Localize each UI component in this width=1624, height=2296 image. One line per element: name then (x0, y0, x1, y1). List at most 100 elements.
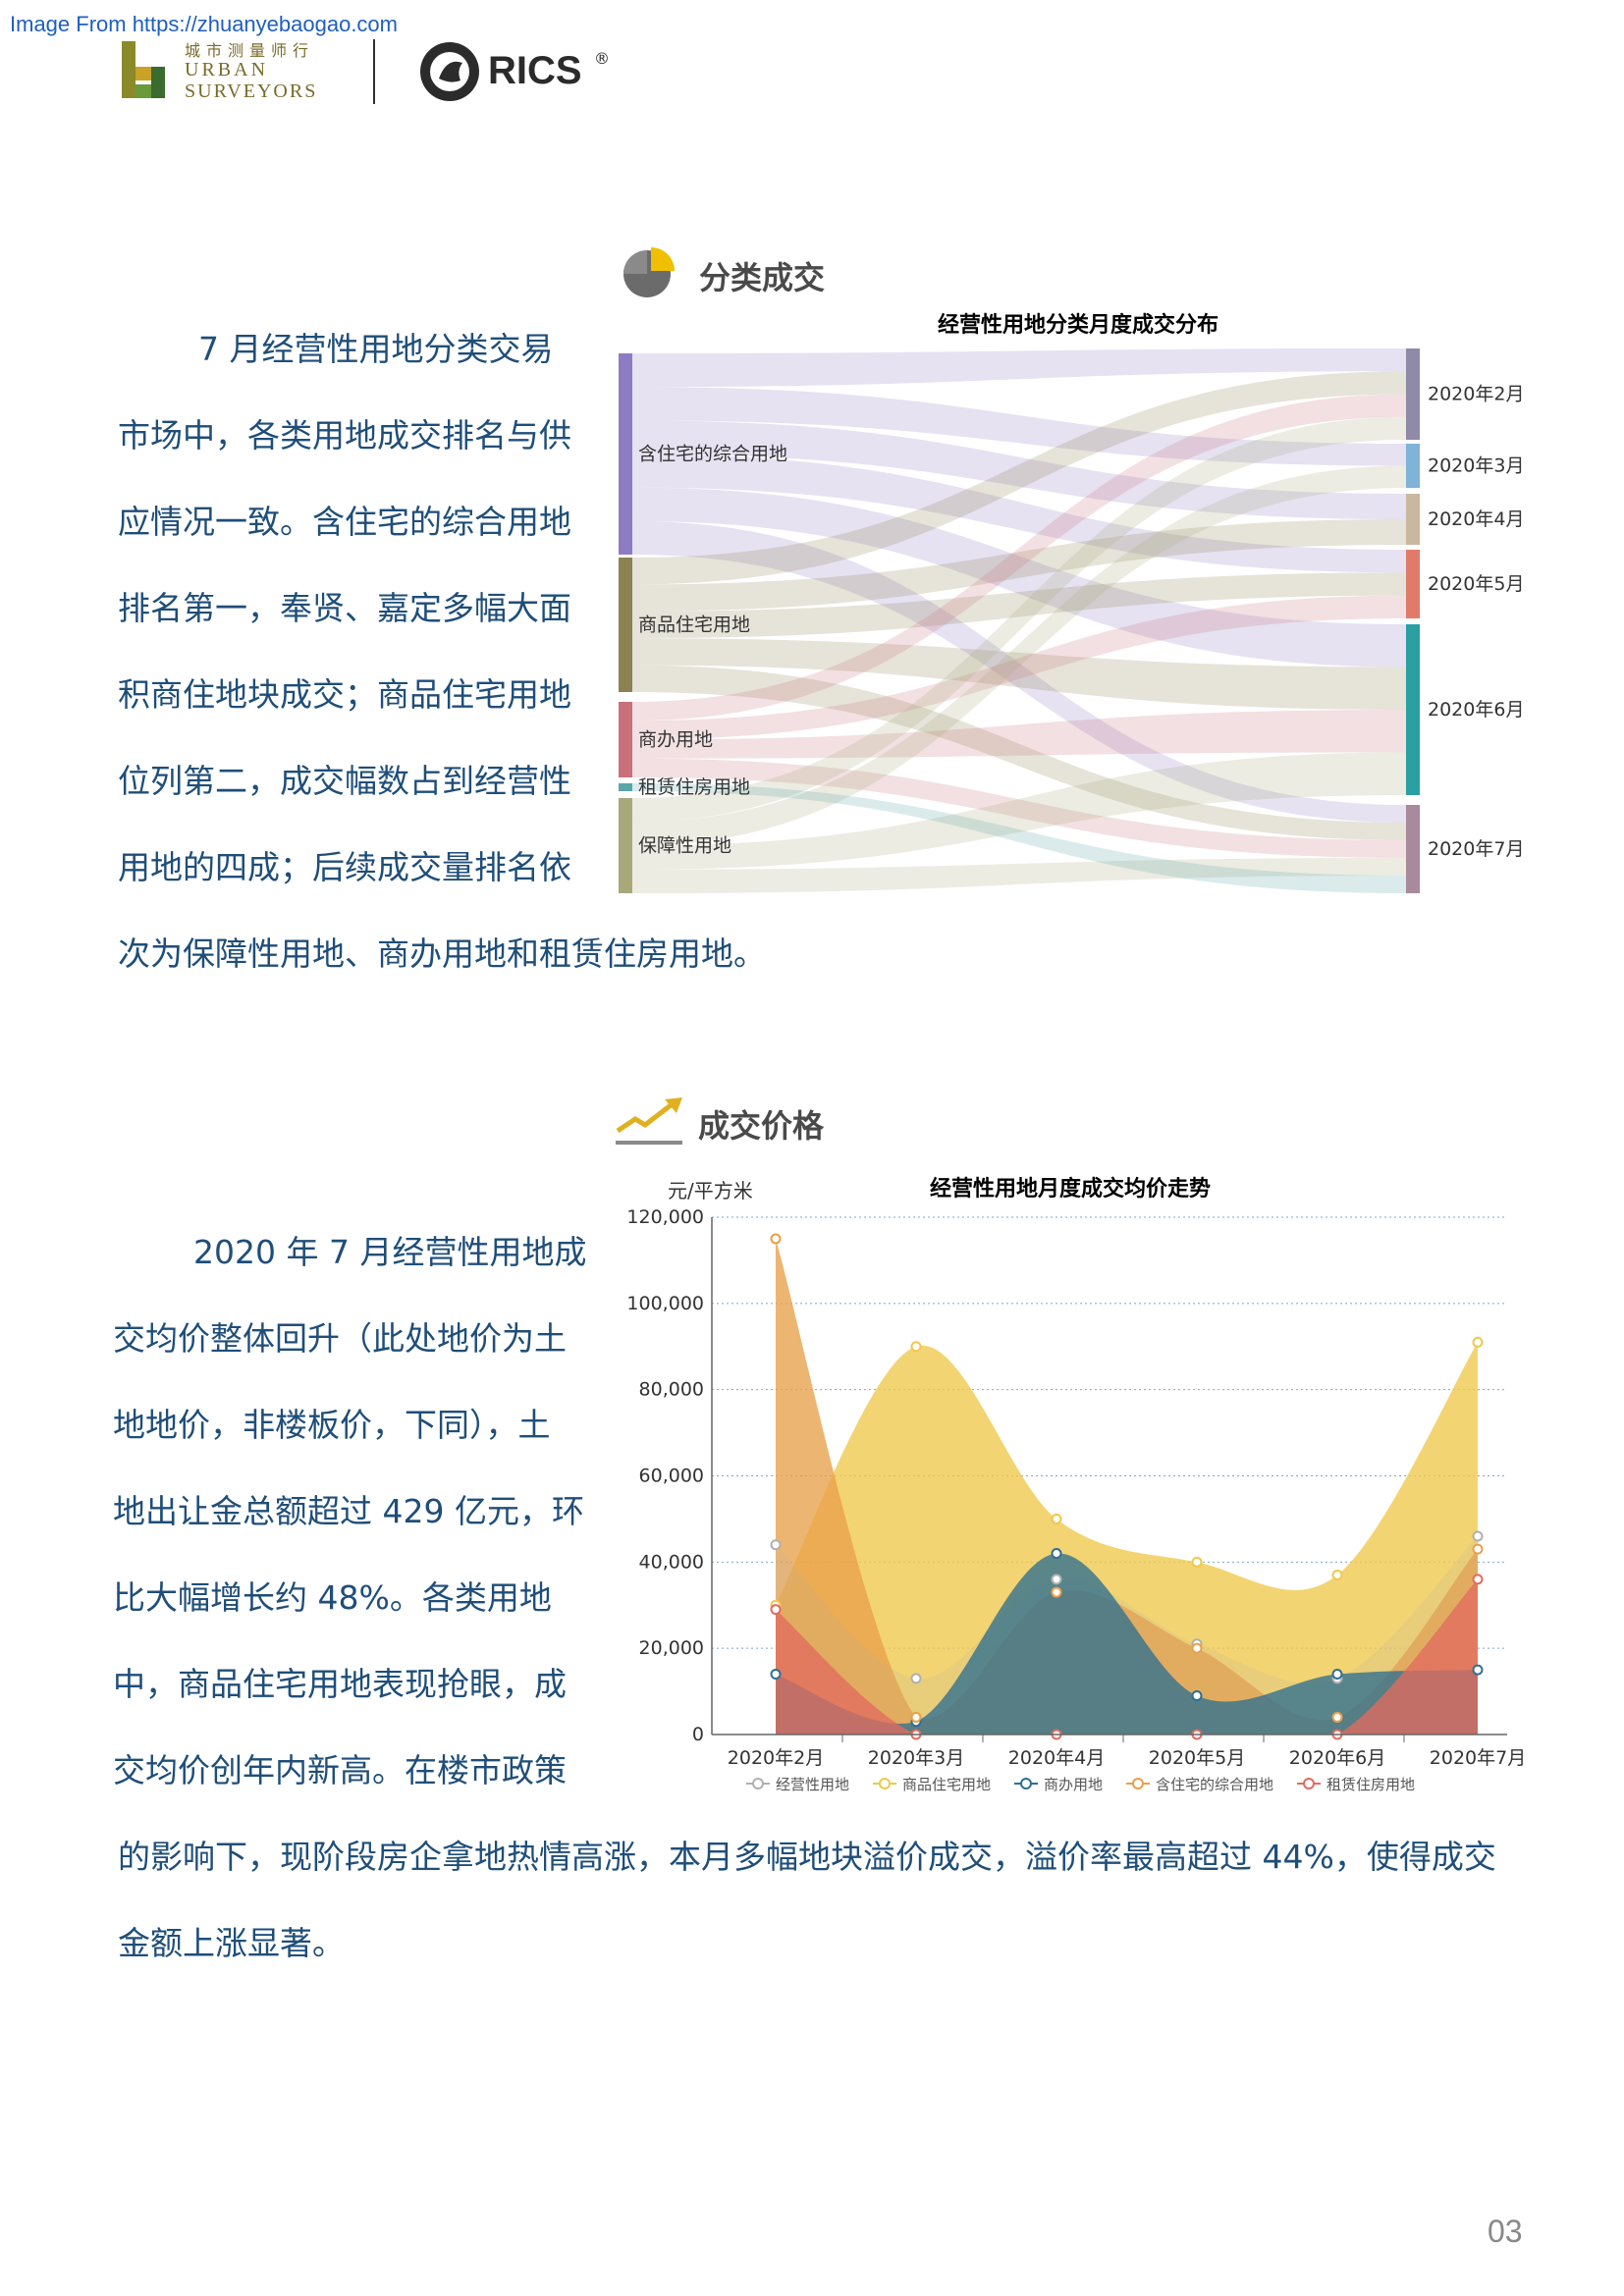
sankey-source-node (619, 783, 632, 791)
s2-line: 中，商品住宅用地表现抢眼，成 (113, 1665, 567, 1703)
s2-line: 金额上涨显著。 (118, 1924, 345, 1962)
s2-line: 的影响下，现阶段房企拿地热情高涨，本月多幅地块溢价成交，溢价率最高超过 44%，… (118, 1838, 1496, 1876)
sankey-title: 经营性用地分类月度成交分布 (938, 312, 1218, 338)
rics-text: RICS (488, 49, 582, 92)
data-point (1331, 1570, 1343, 1581)
sankey-link (632, 572, 1406, 639)
sankey-chart: 经营性用地分类月度成交分布 含住宅的综合用地商品住宅用地商办用地租赁住房用地保障… (619, 312, 1524, 893)
sankey-source-node (619, 353, 632, 555)
sankey-link (632, 783, 1406, 893)
data-point (1331, 1669, 1343, 1681)
sankey-target-label: 2020年5月 (1428, 573, 1524, 595)
area-series-4 (776, 1578, 1478, 1735)
x-tick-label: 2020年4月 (1008, 1747, 1105, 1769)
x-tick-label: 2020年5月 (1149, 1747, 1245, 1769)
trend-up-icon (616, 1097, 682, 1145)
sankey-target-node (1406, 550, 1420, 618)
sankey-link (632, 520, 1406, 823)
sankey-link (632, 758, 1406, 858)
s1-line: 积商住地块成交；商品住宅用地 (118, 675, 571, 714)
s2-line: 比大幅增长约 48%。各类用地 (113, 1578, 552, 1617)
sankey-link (632, 454, 1406, 573)
sankey-target-label: 2020年6月 (1428, 699, 1524, 721)
s2-line: 地地价，非楼板价，下同），土 (113, 1406, 551, 1444)
data-point (910, 1341, 922, 1353)
sankey-source-node (619, 702, 632, 777)
x-tick-label: 2020年7月 (1430, 1747, 1526, 1769)
s1-line: 市场中，各类用地成交排名与供 (118, 416, 571, 454)
logo-en-1: URBAN (185, 59, 269, 80)
y-tick-label: 0 (692, 1724, 704, 1745)
area-title: 经营性用地月度成交均价走势 (930, 1176, 1211, 1201)
sankey-link (632, 465, 1406, 846)
sankey-link (632, 387, 1406, 466)
sankey-link (632, 371, 1406, 585)
legend-item[interactable]: 租赁住房用地 (1297, 1776, 1415, 1793)
sankey-target-label: 2020年3月 (1428, 455, 1524, 477)
data-point (770, 1539, 782, 1551)
legend-item[interactable]: 商办用地 (1014, 1776, 1103, 1793)
y-tick-label: 100,000 (626, 1293, 704, 1314)
legend-label: 租赁住房用地 (1326, 1776, 1415, 1793)
rics-registered: ® (594, 49, 610, 68)
sankey-target-label: 2020年2月 (1428, 384, 1524, 405)
data-point (1472, 1336, 1484, 1348)
data-point (770, 1669, 782, 1681)
us-logo-icon (122, 41, 165, 98)
data-point (770, 1233, 782, 1245)
legend-label: 经营性用地 (776, 1776, 849, 1793)
data-point (1191, 1556, 1203, 1568)
y-tick-label: 60,000 (639, 1466, 704, 1487)
data-point (1191, 1642, 1203, 1654)
data-point (1051, 1574, 1062, 1585)
sankey-link (632, 420, 1406, 519)
header-divider (373, 39, 375, 104)
sankey-source-label: 保障性用地 (638, 835, 731, 857)
data-point (1472, 1530, 1484, 1542)
sankey-link (632, 394, 1406, 721)
source-link[interactable]: Image From https://zhuanyebaogao.com (10, 12, 398, 36)
data-point (1191, 1689, 1203, 1701)
s2-line: 交均价创年内新高。在楼市政策 (113, 1751, 567, 1789)
s1-line: 次为保障性用地、商办用地和租赁住房用地。 (118, 934, 766, 973)
s1-line: 位列第二，成交幅数占到经营性 (118, 762, 571, 800)
sankey-source-label: 商品住宅用地 (638, 614, 750, 636)
section1-title: 分类成交 (699, 259, 826, 296)
data-point (910, 1673, 922, 1684)
s1-line: 7 月经营性用地分类交易 (198, 330, 554, 368)
rics-logo: RICS ® (417, 39, 614, 104)
x-tick-label: 2020年2月 (728, 1747, 824, 1769)
legend-item[interactable]: 经营性用地 (746, 1776, 849, 1793)
pie-chart-icon (623, 247, 675, 297)
lion-icon (420, 42, 479, 101)
sankey-source-node (619, 558, 632, 692)
data-point (1472, 1664, 1484, 1676)
sankey-link (632, 752, 1406, 870)
data-point (1331, 1711, 1343, 1723)
s2-line: 地出让金总额超过 429 亿元，环 (113, 1492, 584, 1530)
y-tick-label: 40,000 (639, 1551, 704, 1573)
y-tick-label: 80,000 (639, 1379, 704, 1401)
sankey-target-node (1406, 348, 1420, 440)
sankey-link (632, 858, 1406, 893)
section2-title: 成交价格 (698, 1107, 825, 1145)
legend-item[interactable]: 商品住宅用地 (873, 1776, 991, 1793)
s2-line: 2020 年 7 月经营性用地成 (193, 1233, 587, 1271)
x-tick-label: 2020年6月 (1289, 1747, 1385, 1769)
data-point (910, 1711, 922, 1723)
sankey-target-label: 2020年4月 (1428, 508, 1524, 530)
sankey-link (632, 638, 1406, 710)
legend-item[interactable]: 含住宅的综合用地 (1126, 1776, 1273, 1793)
sankey-target-node (1406, 444, 1420, 488)
sankey-link (632, 665, 1406, 840)
sankey-source-label: 租赁住房用地 (638, 776, 750, 798)
sankey-target-node (1406, 624, 1420, 795)
page-number: 03 (1488, 2214, 1523, 2249)
sankey-target-node (1406, 494, 1420, 545)
s1-line: 用地的四成；后续成交量排名依 (118, 848, 571, 886)
logo-en-2: SURVEYORS (185, 80, 318, 102)
sankey-link (632, 416, 1406, 823)
section1-paragraph: 7 月经营性用地分类交易 市场中，各类用地成交排名与供 应情况一致。含住宅的综合… (118, 306, 1551, 997)
data-point (1051, 1513, 1062, 1524)
data-point (1472, 1543, 1484, 1555)
